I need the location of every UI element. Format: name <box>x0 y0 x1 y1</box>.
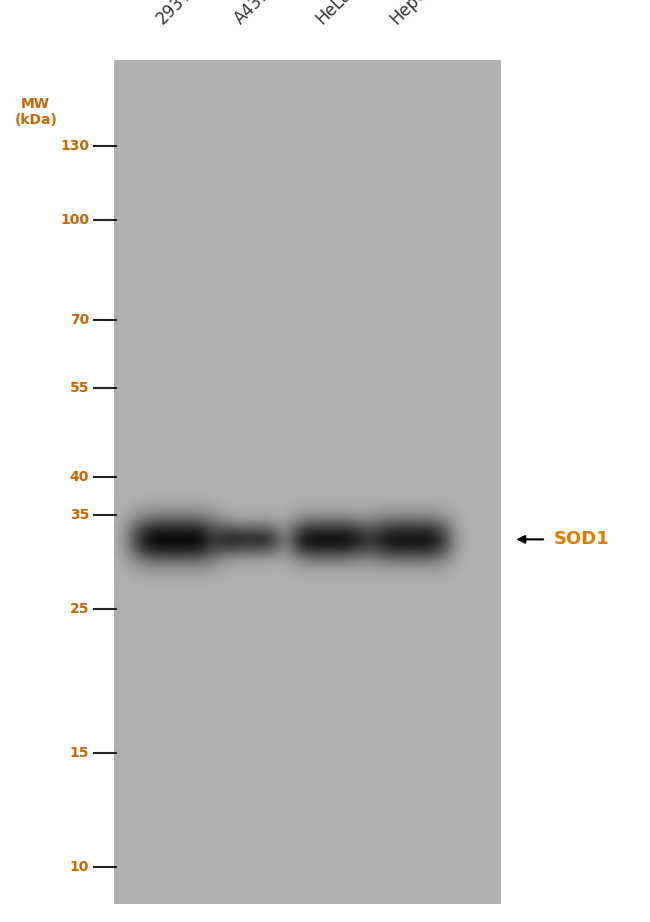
Text: 10: 10 <box>70 859 89 874</box>
Text: MW
(kDa): MW (kDa) <box>14 97 57 127</box>
Text: 293T: 293T <box>153 0 196 28</box>
Text: 15: 15 <box>70 746 89 760</box>
Text: HeLa: HeLa <box>312 0 355 28</box>
Text: 35: 35 <box>70 508 89 522</box>
Text: 40: 40 <box>70 470 89 484</box>
Text: A431: A431 <box>231 0 274 28</box>
Text: 130: 130 <box>60 139 89 153</box>
Text: HepG2: HepG2 <box>387 0 440 28</box>
Text: SOD1: SOD1 <box>554 530 610 549</box>
Text: 70: 70 <box>70 313 89 327</box>
Text: 25: 25 <box>70 602 89 616</box>
Bar <box>114 60 500 904</box>
Text: 55: 55 <box>70 381 89 395</box>
Text: 100: 100 <box>60 213 89 227</box>
